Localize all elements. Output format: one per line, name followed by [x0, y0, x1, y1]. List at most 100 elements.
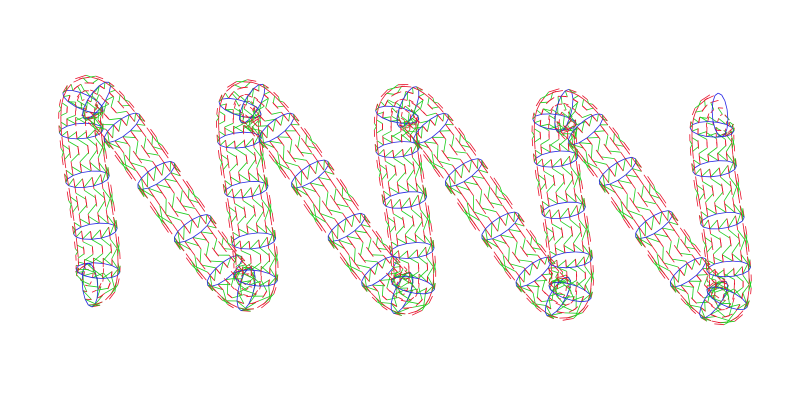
- mesh-edge-ring: [148, 184, 157, 189]
- mesh-edge-diagonal: [248, 117, 251, 128]
- mesh-edge-diagonal: [66, 115, 76, 119]
- mesh-edge-longitudinal: [723, 269, 725, 277]
- mesh-edge-diagonal: [711, 273, 715, 280]
- mesh-edge-diagonal: [271, 111, 282, 115]
- mesh-edge-ring: [277, 130, 286, 138]
- mesh-edge-longitudinal: [114, 281, 117, 288]
- mesh-edge-diagonal: [235, 262, 243, 267]
- mesh-edge-longitudinal: [216, 108, 218, 115]
- mesh-edge-diagonal: [102, 188, 112, 200]
- mesh-edge-longitudinal: [268, 154, 275, 163]
- mesh-edge-diagonal: [424, 286, 434, 295]
- mesh-edge-ring: [393, 156, 404, 158]
- mesh-edge-diagonal: [290, 123, 300, 126]
- mesh-edge-longitudinal: [234, 253, 237, 261]
- mesh-edge-diagonal: [736, 211, 742, 225]
- mesh-edge-longitudinal: [728, 303, 732, 308]
- mesh-edge-longitudinal: [315, 217, 323, 228]
- mesh-edge-diagonal: [407, 112, 410, 124]
- mesh-edge-longitudinal: [737, 194, 741, 204]
- mesh-edge-longitudinal: [387, 181, 390, 191]
- mesh-edge-diagonal: [84, 298, 97, 305]
- mesh-edge-longitudinal: [93, 114, 96, 118]
- mesh-edge-diagonal: [96, 287, 109, 291]
- mesh-edge-longitudinal: [710, 314, 718, 318]
- mesh-edge-diagonal: [241, 250, 251, 256]
- mesh-edge-ring: [550, 264, 558, 268]
- mesh-edge-longitudinal: [733, 145, 736, 152]
- mesh-edge-ring: [236, 292, 239, 302]
- mesh-edge-diagonal: [102, 271, 113, 279]
- mesh-edge-diagonal: [689, 304, 702, 308]
- mesh-edge-longitudinal: [530, 245, 537, 253]
- mesh-edge-longitudinal: [258, 114, 264, 120]
- mesh-edge-longitudinal: [708, 219, 711, 229]
- mesh-edge-diagonal: [608, 168, 610, 183]
- mesh-edge-diagonal: [251, 128, 261, 131]
- mesh-edge-longitudinal: [457, 198, 464, 208]
- mesh-edge-ring: [103, 263, 113, 266]
- mesh-edge-diagonal: [209, 275, 213, 287]
- mesh-edge-diagonal: [463, 181, 478, 186]
- mesh-edge-diagonal: [390, 241, 399, 247]
- mesh-edge-diagonal: [412, 105, 417, 117]
- mesh-edge-longitudinal: [129, 160, 136, 170]
- mesh-edge-longitudinal: [526, 297, 532, 304]
- mesh-edge-ring: [742, 217, 745, 222]
- mesh-edge-diagonal: [523, 269, 526, 283]
- mesh-edge-diagonal: [100, 111, 104, 118]
- mesh-edge-diagonal: [189, 199, 199, 204]
- mesh-edge-longitudinal: [610, 196, 618, 207]
- mesh-edge-diagonal: [70, 196, 78, 203]
- mesh-edge-longitudinal: [92, 272, 94, 278]
- mesh-edge-longitudinal: [242, 272, 244, 275]
- mesh-edge-diagonal: [409, 272, 420, 280]
- mesh-edge-ring: [416, 125, 423, 133]
- mesh-edge-ring: [164, 172, 172, 180]
- mesh-edge-diagonal: [280, 114, 284, 126]
- mesh-edge-longitudinal: [552, 227, 555, 236]
- mesh-edge-diagonal: [390, 303, 400, 314]
- mesh-edge-longitudinal: [85, 131, 88, 139]
- mesh-edge-diagonal: [537, 285, 539, 298]
- mesh-edge-diagonal: [572, 95, 579, 100]
- mesh-edge-ring: [545, 296, 550, 306]
- mesh-edge-diagonal: [213, 238, 218, 251]
- mesh-edge-longitudinal: [701, 218, 704, 228]
- mesh-edge-ring: [732, 260, 742, 263]
- mesh-edge-longitudinal: [234, 288, 240, 293]
- mesh-edge-longitudinal: [395, 85, 405, 89]
- mesh-edge-longitudinal: [382, 135, 384, 143]
- mesh-edge-longitudinal: [561, 227, 564, 237]
- mesh-edge-diagonal: [95, 103, 98, 111]
- mesh-edge-diagonal: [590, 249, 592, 262]
- mesh-edge-ring: [712, 95, 716, 102]
- mesh-edge-diagonal: [414, 221, 423, 234]
- mesh-edge-diagonal: [587, 224, 589, 237]
- mesh-edge-ring: [540, 256, 548, 260]
- mesh-edge-diagonal: [110, 268, 119, 278]
- mesh-edge-longitudinal: [117, 144, 125, 154]
- mesh-edge-longitudinal: [385, 306, 392, 311]
- mesh-edge-longitudinal: [708, 282, 714, 288]
- mesh-edge-longitudinal: [554, 244, 557, 253]
- mesh-edge-longitudinal: [694, 106, 699, 113]
- mesh-edge-ring: [508, 222, 516, 230]
- mesh-edge-longitudinal: [562, 318, 574, 321]
- mesh-edge-longitudinal: [163, 162, 171, 172]
- mesh-edge-longitudinal: [209, 274, 215, 281]
- mesh-edge-longitudinal: [379, 162, 381, 172]
- mesh-edge-diagonal: [109, 223, 115, 236]
- mesh-edge-longitudinal: [259, 141, 261, 150]
- mesh-edge-longitudinal: [253, 205, 256, 215]
- mesh-edge-diagonal: [715, 288, 725, 293]
- mesh-edge-longitudinal: [686, 263, 693, 270]
- mesh-edge-longitudinal: [491, 238, 499, 248]
- mesh-edge-ring: [410, 203, 420, 208]
- mesh-edge-diagonal: [695, 110, 703, 113]
- mesh-edge-longitudinal: [261, 131, 268, 139]
- mesh-edge-diagonal: [269, 140, 283, 144]
- mesh-edge-ring: [226, 147, 236, 149]
- mesh-edge-longitudinal: [550, 109, 553, 115]
- mesh-edge-ring: [485, 222, 493, 230]
